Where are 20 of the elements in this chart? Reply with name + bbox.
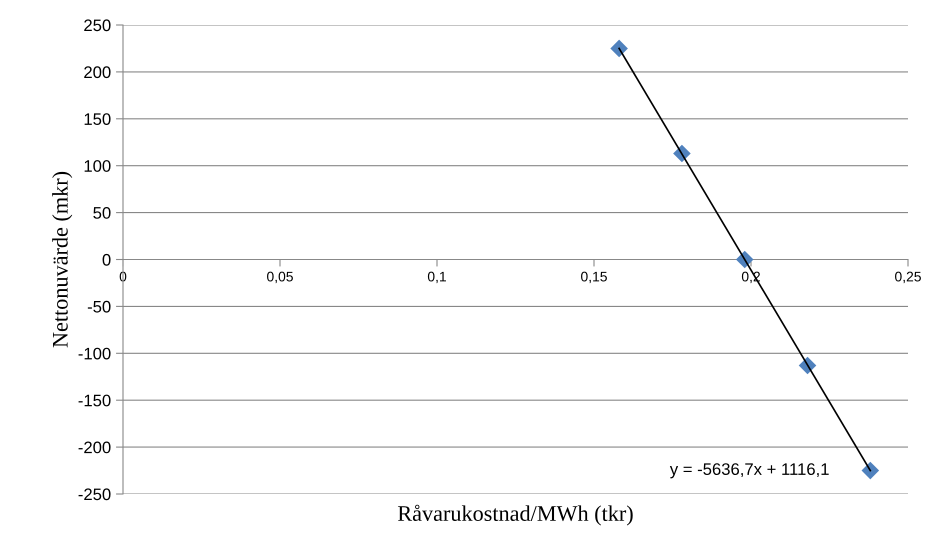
x-tick-label: 0,15	[581, 272, 607, 284]
x-axis-title: Råvarukostnad/MWh (tkr)	[398, 504, 633, 526]
y-tick-label: -200	[78, 442, 111, 454]
x-tick-label: 0,05	[267, 272, 293, 284]
y-tick-label: 150	[84, 113, 111, 126]
y-tick-label: 0	[102, 254, 111, 266]
y-tick-label: -50	[88, 300, 111, 313]
point	[862, 462, 880, 480]
x-tick-label: 0,25	[895, 272, 921, 284]
y-tick-label: -150	[78, 394, 111, 406]
y-tick-label: -250	[78, 488, 111, 500]
y-axis-title: Nettonuvärde (mkr)	[52, 172, 72, 348]
annotation: y = -5636,7x + 1116,1	[670, 463, 829, 478]
point	[610, 40, 628, 58]
y-tick-label: 100	[84, 160, 111, 172]
y-tick-label: 200	[84, 66, 111, 78]
y-tick-label: 50	[93, 207, 111, 219]
y-tick-label: 250	[84, 19, 111, 32]
x-tick-label: 0,1	[428, 272, 446, 284]
y-tick-label: -100	[78, 348, 111, 360]
